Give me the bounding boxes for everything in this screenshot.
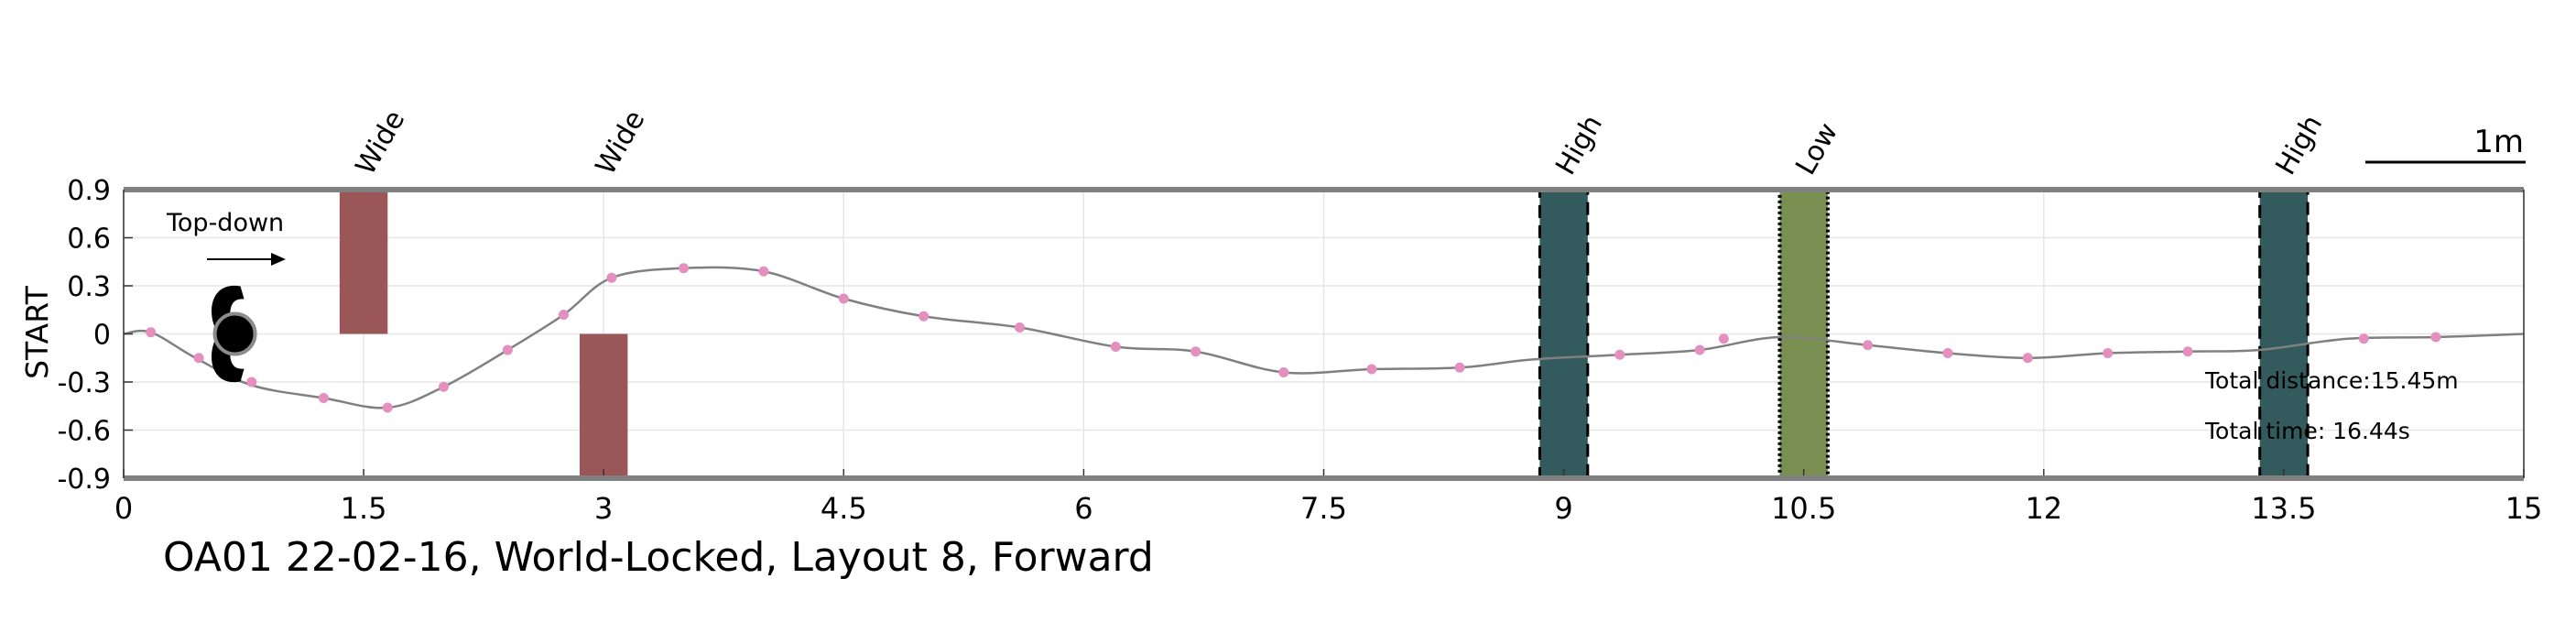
inset-label: Top-down (166, 209, 284, 237)
x-tick-label: 12 (2025, 491, 2062, 526)
top-down-inset: Top-down (166, 209, 286, 383)
obstacle-low (1777, 188, 1830, 480)
path-marker (1863, 340, 1874, 351)
obstacle-labels: Wide Wide High Low High (350, 105, 2330, 180)
path-marker (2430, 332, 2441, 343)
y-tick-label: 0.9 (67, 175, 111, 207)
obstacles (339, 188, 2310, 480)
path-marker (838, 293, 849, 304)
path-marker (2182, 346, 2193, 357)
x-tick-label: 15 (2505, 491, 2543, 526)
path-marker (758, 266, 769, 277)
walker-icon (212, 285, 257, 383)
x-tick-label: 4.5 (821, 491, 867, 526)
x-tick-label: 9 (1554, 491, 1572, 526)
total-distance: Total distance:15.45m (2204, 367, 2459, 394)
path-marker (318, 393, 329, 403)
y-tick-label: 0.3 (67, 271, 111, 303)
path-marker (1015, 322, 1026, 333)
path-marker (1614, 349, 1625, 360)
x-tick-label: 7.5 (1300, 491, 1347, 526)
path-marker (679, 263, 690, 274)
x-tick-label: 0 (114, 491, 133, 526)
path-marker (1366, 364, 1377, 375)
walker-head (212, 311, 257, 356)
path-marker (918, 311, 929, 322)
path-marker (1694, 344, 1705, 355)
path-marker (2358, 333, 2369, 344)
path-marker (1190, 346, 1201, 357)
path-marker (502, 344, 513, 355)
scale-bar-label: 1m (2473, 124, 2524, 160)
x-tick-label: 6 (1074, 491, 1092, 526)
path-marker (1718, 333, 1729, 344)
y-tick-label: -0.9 (57, 464, 111, 496)
direction-arrow-icon (207, 253, 286, 266)
y-tick-label: 0.6 (67, 224, 111, 256)
scale-bar: 1m (2365, 124, 2526, 164)
path-marker (1454, 362, 1465, 373)
obstacle-high (2258, 188, 2310, 480)
walking-path-line (123, 266, 2525, 409)
path-marker (606, 272, 617, 283)
obstacle-label: Wide (350, 105, 412, 180)
path-marker (1110, 342, 1121, 352)
total-time: Total time: 16.44s (2204, 418, 2410, 444)
path-marker (2022, 353, 2033, 364)
grid (123, 189, 2525, 479)
path-marker (438, 381, 449, 392)
obstacle-label: High (1549, 110, 1609, 180)
tick-labels: 0 1.5 3 4.5 6 7.5 9 10.5 12 13.5 15 0.9 0.6 0.3 0 -0.3 -… (57, 175, 2542, 526)
x-tick-label: 1.5 (341, 491, 387, 526)
x-tick-label: 13.5 (2251, 491, 2316, 526)
path-marker (382, 402, 393, 413)
path-marker (193, 353, 204, 364)
path-marker (1278, 367, 1289, 377)
obstacle-wide (579, 333, 628, 478)
obstacle-label: Wide (590, 105, 652, 180)
chart-caption: OA01 22-02-16, World-Locked, Layout 8, F… (163, 534, 1154, 581)
path-marker (1942, 348, 1953, 358)
y-axis-label: START (19, 285, 55, 379)
axes (123, 187, 2525, 481)
y-tick-label: -0.6 (57, 416, 111, 448)
obstacle-high (1538, 188, 1590, 480)
x-tick-label: 3 (594, 491, 613, 526)
x-tick-label: 10.5 (1771, 491, 1836, 526)
obstacle-label: Low (1789, 117, 1844, 180)
path-marker (559, 310, 570, 320)
path-marker (246, 377, 257, 387)
obstacle-wide (339, 190, 388, 334)
path-layer (123, 266, 2525, 409)
path-marker (2103, 348, 2114, 358)
obstacle-label: High (2270, 110, 2330, 180)
path-marker (146, 327, 157, 338)
marker-layer (146, 263, 2441, 413)
y-tick-label: -0.3 (57, 367, 111, 399)
y-tick-label: 0 (93, 320, 111, 352)
